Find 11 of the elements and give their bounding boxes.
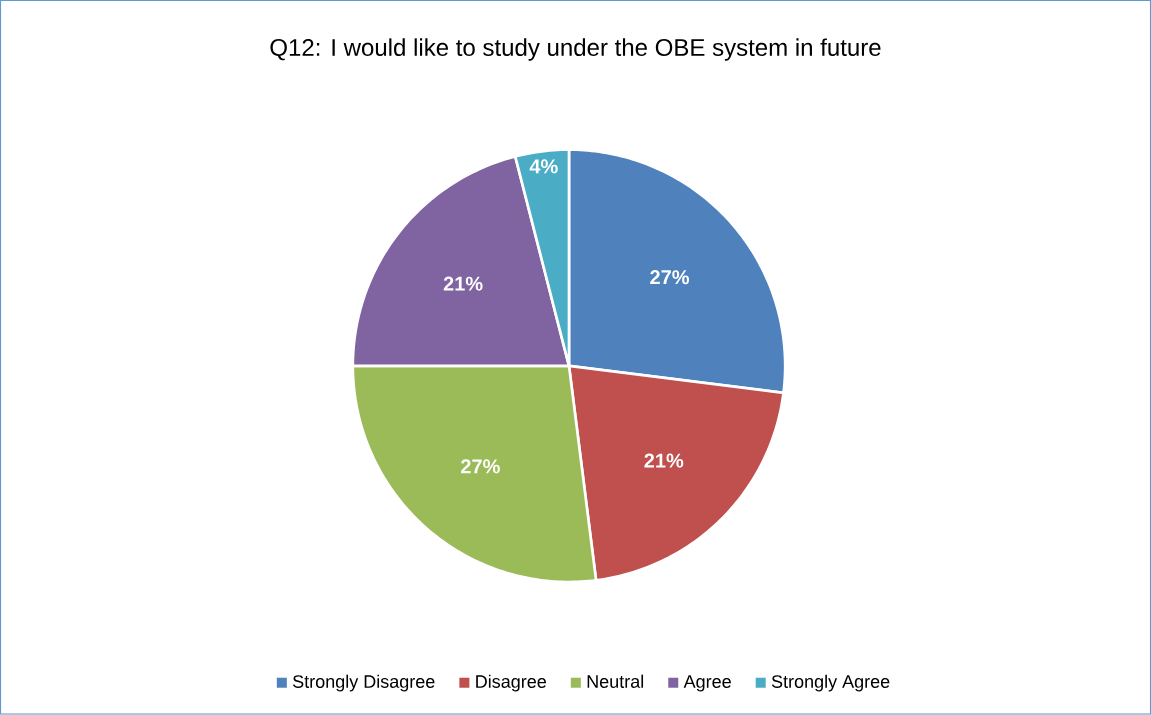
data-label: 27% <box>650 270 690 285</box>
chart-title: Q12: I would like to study under the OBE system in future <box>270 38 881 61</box>
legend-label: Strongly Agree <box>771 674 890 692</box>
legend-label: Disagree <box>476 674 546 692</box>
data-label: 21% <box>443 276 483 291</box>
data-label: 4% <box>529 159 558 174</box>
data-label: 21% <box>644 453 684 468</box>
data-label: 27% <box>461 459 500 474</box>
legend-label: Agree <box>683 675 731 692</box>
legend-label: Neutral <box>587 674 644 689</box>
legend-label: Strongly Disagree <box>292 674 435 692</box>
